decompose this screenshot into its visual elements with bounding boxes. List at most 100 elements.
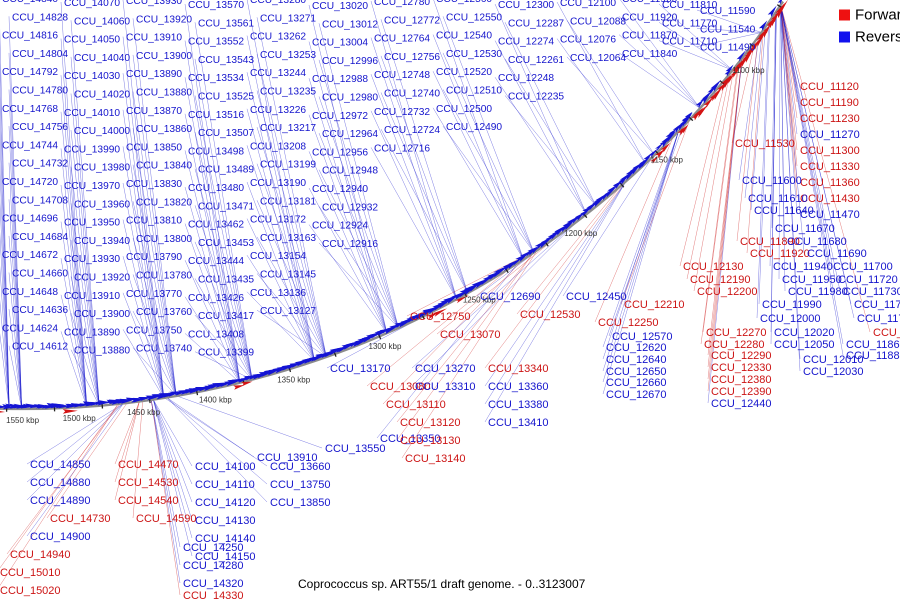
svg-text:CCU_13920: CCU_13920 <box>74 273 130 284</box>
svg-text:CCU_11940: CCU_11940 <box>773 261 833 273</box>
svg-text:CCU_12560: CCU_12560 <box>436 0 492 5</box>
svg-text:CCU_11230: CCU_11230 <box>800 113 860 125</box>
svg-text:CCU_13507: CCU_13507 <box>198 128 254 139</box>
svg-text:CCU_13840: CCU_13840 <box>136 161 192 172</box>
svg-text:CCU_13525: CCU_13525 <box>198 92 254 103</box>
svg-text:CCU_14130: CCU_14130 <box>195 515 256 527</box>
svg-text:CCU_14900: CCU_14900 <box>30 531 91 543</box>
svg-text:CCU_14816: CCU_14816 <box>2 31 58 42</box>
svg-text:CCU_12500: CCU_12500 <box>436 104 492 115</box>
svg-text:CCU_14010: CCU_14010 <box>64 108 120 119</box>
svg-text:CCU_12724: CCU_12724 <box>384 125 440 136</box>
svg-text:1200 kbp: 1200 kbp <box>564 229 597 238</box>
svg-text:CCU_14070: CCU_14070 <box>64 0 120 9</box>
svg-text:CCU_12235: CCU_12235 <box>508 92 564 103</box>
svg-text:CCU_13444: CCU_13444 <box>188 256 244 267</box>
svg-text:CCU_11720: CCU_11720 <box>838 274 898 286</box>
svg-text:CCU_14840: CCU_14840 <box>2 0 58 5</box>
svg-text:CCU_12620: CCU_12620 <box>606 342 667 354</box>
svg-text:CCU_13217: CCU_13217 <box>260 123 316 134</box>
svg-text:CCU_13170: CCU_13170 <box>330 363 391 375</box>
svg-text:CCU_13127: CCU_13127 <box>260 306 316 317</box>
svg-text:CCU_14792: CCU_14792 <box>2 67 58 78</box>
svg-text:CCU_13012: CCU_13012 <box>322 19 378 30</box>
svg-text:CCU_11700: CCU_11700 <box>833 261 893 273</box>
svg-text:CCU_12248: CCU_12248 <box>498 73 554 84</box>
svg-text:CCU_14100: CCU_14100 <box>195 461 256 473</box>
svg-text:CCU_13271: CCU_13271 <box>260 13 316 24</box>
svg-text:CCU_13880: CCU_13880 <box>74 346 130 357</box>
svg-text:CCU_14624: CCU_14624 <box>2 323 58 334</box>
svg-text:CCU_14110: CCU_14110 <box>195 479 255 491</box>
svg-text:CCU_13310: CCU_13310 <box>415 381 476 393</box>
svg-text:CCU_12550: CCU_12550 <box>446 12 502 23</box>
svg-text:CCU_11740: CCU_11740 <box>854 299 900 311</box>
svg-text:CCU_14636: CCU_14636 <box>12 305 68 316</box>
svg-text:CCU_12716: CCU_12716 <box>374 143 430 154</box>
svg-text:CCU_11840: CCU_11840 <box>622 49 678 60</box>
svg-text:1550 kbp: 1550 kbp <box>6 416 39 425</box>
svg-text:CCU_12300: CCU_12300 <box>498 0 554 11</box>
svg-text:CCU_12924: CCU_12924 <box>312 221 368 232</box>
svg-text:CCU_13860: CCU_13860 <box>136 124 192 135</box>
svg-text:CCU_11690: CCU_11690 <box>807 248 867 260</box>
svg-text:CCU_14250: CCU_14250 <box>183 542 244 554</box>
svg-text:CCU_13750: CCU_13750 <box>270 479 331 491</box>
svg-text:CCU_13471: CCU_13471 <box>198 201 254 212</box>
svg-text:CCU_14590: CCU_14590 <box>136 513 197 525</box>
svg-text:CCU_11680: CCU_11680 <box>787 236 847 248</box>
svg-text:CCU_14768: CCU_14768 <box>2 104 58 115</box>
svg-text:1100 kbp: 1100 kbp <box>732 66 765 75</box>
svg-text:CCU_12520: CCU_12520 <box>436 67 492 78</box>
svg-text:1350 kbp: 1350 kbp <box>277 375 310 384</box>
svg-text:CCU_13950: CCU_13950 <box>64 218 120 229</box>
svg-text:CCU_13480: CCU_13480 <box>188 183 244 194</box>
svg-text:CCU_14050: CCU_14050 <box>64 35 120 46</box>
svg-text:CCU_13380: CCU_13380 <box>488 399 549 411</box>
svg-text:CCU_12916: CCU_12916 <box>322 239 378 250</box>
svg-text:CCU_13280: CCU_13280 <box>250 0 306 6</box>
svg-text:CCU_12996: CCU_12996 <box>322 56 378 67</box>
svg-text:CCU_13960: CCU_13960 <box>74 199 130 210</box>
svg-text:CCU_15010: CCU_15010 <box>0 567 61 579</box>
svg-text:CCU_13870: CCU_13870 <box>126 106 182 117</box>
svg-text:CCU_13244: CCU_13244 <box>250 68 306 79</box>
svg-text:CCU_12510: CCU_12510 <box>446 86 502 97</box>
svg-text:CCU_13980: CCU_13980 <box>74 163 130 174</box>
svg-text:CCU_14940: CCU_14940 <box>10 549 71 561</box>
svg-text:CCU_14648: CCU_14648 <box>2 287 58 298</box>
svg-text:CCU_14000: CCU_14000 <box>74 126 130 137</box>
svg-text:CCU_14120: CCU_14120 <box>195 497 256 509</box>
svg-text:CCU_12440: CCU_12440 <box>711 398 772 410</box>
svg-text:CCU_13262: CCU_13262 <box>250 32 306 43</box>
svg-text:1300 kbp: 1300 kbp <box>369 342 402 351</box>
svg-text:CCU_14684: CCU_14684 <box>12 232 68 243</box>
svg-text:CCU_12390: CCU_12390 <box>711 386 772 398</box>
svg-text:CCU_12640: CCU_12640 <box>606 354 667 366</box>
svg-text:CCU_14850: CCU_14850 <box>30 459 91 471</box>
svg-text:CCU_13740: CCU_13740 <box>136 344 192 355</box>
svg-text:CCU_12050: CCU_12050 <box>774 339 835 351</box>
svg-text:CCU_12690: CCU_12690 <box>480 291 541 303</box>
svg-text:CCU_12210: CCU_12210 <box>624 299 685 311</box>
svg-text:CCU_11730: CCU_11730 <box>843 286 900 298</box>
svg-text:CCU_12972: CCU_12972 <box>312 111 368 122</box>
svg-text:CCU_14540: CCU_14540 <box>118 495 179 507</box>
svg-text:1150 kbp: 1150 kbp <box>651 156 684 165</box>
svg-text:CCU_14470: CCU_14470 <box>118 459 179 471</box>
svg-text:CCU_14696: CCU_14696 <box>2 214 58 225</box>
svg-text:CCU_13890: CCU_13890 <box>126 69 182 80</box>
svg-text:CCU_14828: CCU_14828 <box>12 12 68 23</box>
svg-text:CCU_12490: CCU_12490 <box>446 122 502 133</box>
svg-text:CCU_13130: CCU_13130 <box>400 435 461 447</box>
svg-text:CCU_12660: CCU_12660 <box>606 377 667 389</box>
svg-text:CCU_11360: CCU_11360 <box>800 177 860 189</box>
svg-text:CCU_12020: CCU_12020 <box>774 327 835 339</box>
svg-text:CCU_13930: CCU_13930 <box>126 0 182 7</box>
svg-text:CCU_11430: CCU_11430 <box>800 193 860 205</box>
svg-text:CCU_11300: CCU_11300 <box>800 145 860 157</box>
svg-text:CCU_13154: CCU_13154 <box>250 251 306 262</box>
svg-text:CCU_14672: CCU_14672 <box>2 250 58 261</box>
svg-text:Coprococcus sp. ART55/1 draft: Coprococcus sp. ART55/1 draft genome. - … <box>298 577 586 591</box>
svg-text:CCU_13172: CCU_13172 <box>250 215 306 226</box>
